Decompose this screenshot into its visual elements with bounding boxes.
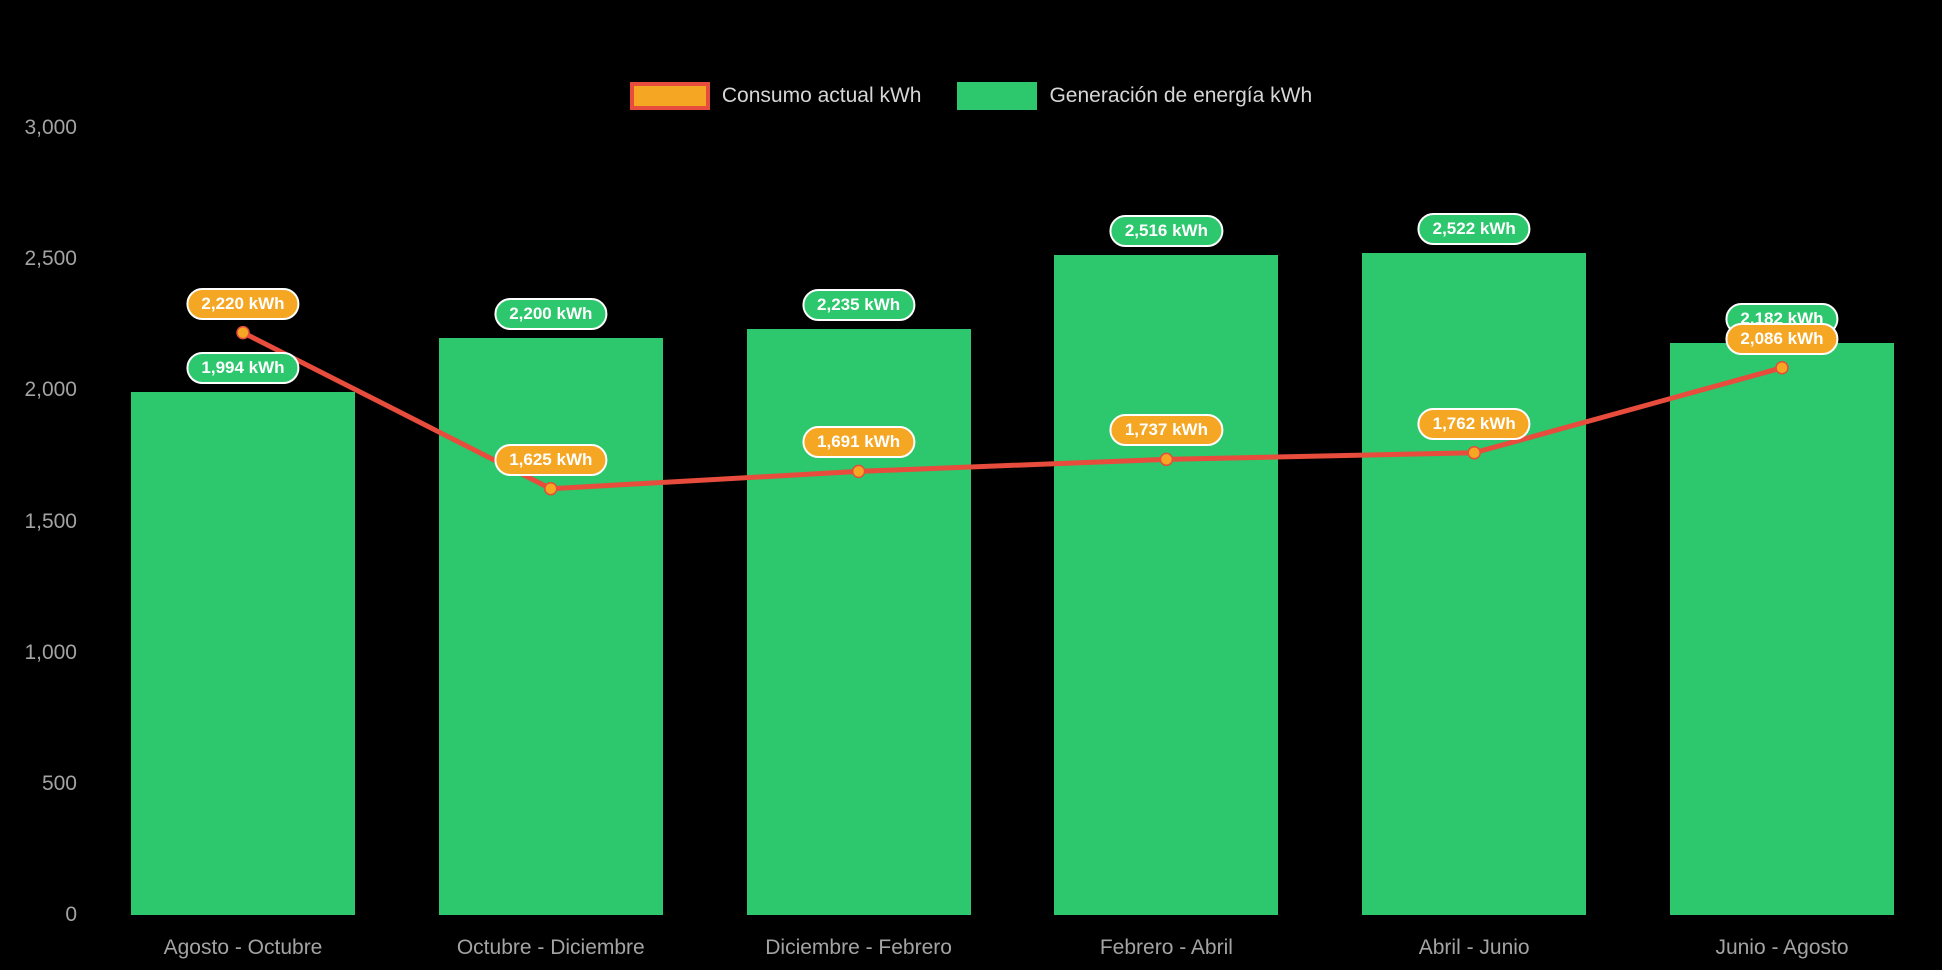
generation-legend-swatch [957,82,1038,110]
consumption-point[interactable] [544,481,558,496]
consumption-value-label: 1,625 kWh [494,443,608,476]
consumption-point[interactable] [236,325,250,340]
x-axis-category-label: Diciembre - Febrero [765,936,952,959]
consumption-point[interactable] [1159,452,1174,467]
y-axis-tick-label: 2,500 [24,247,77,271]
generation-bar[interactable] [1670,342,1894,915]
legend-label: Generación de energía kWh [1049,84,1313,107]
generation-value-label: 2,522 kWh [1417,213,1531,246]
consumption-value-label: 1,691 kWh [802,426,916,459]
consumption-value-label: 1,737 kWh [1109,414,1223,447]
y-axis-tick-label: 500 [41,771,77,795]
generation-value-label: 2,200 kWh [494,297,608,330]
consumption-legend-swatch [629,82,710,110]
legend-item-generation[interactable]: Generación de energía kWh [957,82,1312,110]
consumption-value-label: 2,220 kWh [186,287,300,320]
legend-label: Consumo actual kWh [721,84,922,107]
x-axis-category-label: Junio - Agosto [1715,936,1849,959]
generation-bar[interactable] [438,337,663,915]
x-axis-category-label: Abril - Junio [1418,936,1530,959]
generation-value-label: 2,235 kWh [802,288,916,321]
consumption-value-label: 1,762 kWh [1417,407,1531,440]
generation-bar[interactable] [1362,253,1587,915]
consumption-point[interactable] [851,464,866,479]
generation-value-label: 1,994 kWh [186,351,300,384]
consumption-point[interactable] [1775,361,1789,375]
generation-bar[interactable] [1054,254,1279,915]
x-axis-category-label: Octubre - Diciembre [456,936,645,959]
x-axis-category-label: Febrero - Abril [1099,936,1233,959]
generation-bar[interactable] [131,391,355,915]
legend: Consumo actual kWh Generación de energía … [0,82,1942,110]
x-axis-category-label: Agosto - Octubre [163,936,323,959]
generation-value-label: 2,516 kWh [1109,214,1223,247]
y-axis-tick-label: 0 [65,903,77,926]
consumption-value-label: 2,086 kWh [1725,322,1839,355]
y-axis-tick-label: 2,000 [24,378,77,402]
legend-item-consumption[interactable]: Consumo actual kWh [629,82,922,110]
y-axis-tick-label: 1,500 [24,509,77,533]
consumption-point[interactable] [1467,446,1481,460]
y-axis-tick-label: 3,000 [24,116,77,139]
y-axis-tick-label: 1,000 [24,640,77,664]
